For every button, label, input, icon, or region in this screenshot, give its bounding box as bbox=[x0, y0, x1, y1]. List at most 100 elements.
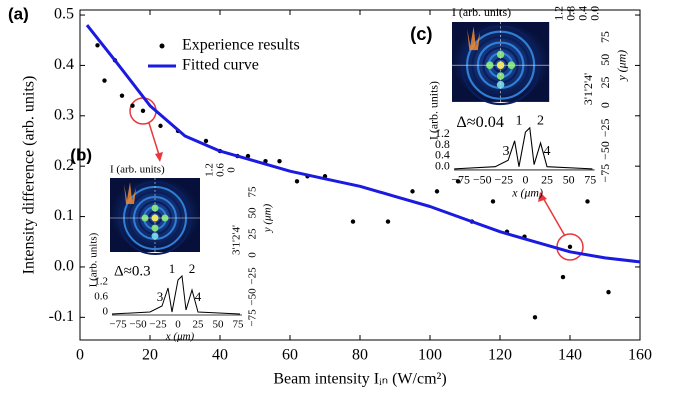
x-tick-label: 140 bbox=[558, 347, 582, 364]
x-axis-label: x (μm) bbox=[165, 331, 195, 343]
x-tick-label: −50 bbox=[129, 319, 147, 331]
delta-label: Δ≈0.04 bbox=[456, 113, 504, 131]
data-point bbox=[130, 104, 134, 108]
y-tick-label: −75 bbox=[598, 164, 612, 183]
intensity-label: I (arb. units) bbox=[110, 164, 165, 176]
data-point bbox=[386, 219, 390, 223]
x-tick-label: −50 bbox=[473, 172, 492, 186]
profile bbox=[454, 128, 592, 169]
x-tick-label: 75 bbox=[233, 319, 245, 331]
delta-label: Δ≈0.3 bbox=[114, 263, 151, 279]
y-tick-label: 0.0 bbox=[54, 258, 74, 275]
data-point bbox=[491, 199, 495, 203]
x-tick-label: 120 bbox=[488, 347, 512, 364]
data-point bbox=[95, 43, 99, 47]
x-tick-label: −75 bbox=[451, 172, 470, 186]
y-tick-label: 50 bbox=[247, 207, 259, 219]
y-tick-label: 75 bbox=[598, 31, 612, 43]
y-tick-label: 25 bbox=[598, 76, 612, 88]
y-axis-label: y (μm) bbox=[262, 203, 274, 233]
y-tick-label: -0.1 bbox=[49, 308, 74, 325]
peak-label: 2 bbox=[537, 113, 544, 129]
peak-label: 1 bbox=[515, 113, 522, 129]
profile bbox=[112, 276, 240, 314]
x-tick-label: 25 bbox=[541, 172, 553, 186]
data-point bbox=[410, 189, 414, 193]
inset-label: (c) bbox=[410, 23, 432, 44]
y-axis-label: y (μm) bbox=[614, 50, 628, 82]
data-point bbox=[585, 199, 589, 203]
arrow bbox=[149, 123, 160, 158]
x-tick-label: −25 bbox=[495, 172, 514, 186]
data-point bbox=[561, 275, 565, 279]
x-tick-label: −25 bbox=[149, 319, 167, 331]
data-point bbox=[141, 109, 145, 113]
x-tick-label: −75 bbox=[109, 319, 127, 331]
peak-label: 2 bbox=[189, 261, 196, 276]
figure: (a) Beam intensity Iᵢₙ (W/cm²) Intensity… bbox=[0, 0, 678, 394]
x-axis-label: Beam intensity Iᵢₙ (W/cm²) bbox=[273, 371, 446, 388]
x-tick-label: 25 bbox=[193, 319, 205, 331]
legend-label: Fitted curve bbox=[182, 57, 259, 74]
y-tick-label: 50 bbox=[598, 54, 612, 66]
x-tick-label: 80 bbox=[352, 347, 368, 364]
x-tick-label: 0 bbox=[175, 319, 181, 331]
y-tick-label: −25 bbox=[598, 118, 612, 137]
inset-label: (b) bbox=[70, 145, 92, 164]
primes: 3'1'2'4' bbox=[581, 73, 595, 105]
arrow bbox=[542, 196, 565, 236]
x-tick-label: 0 bbox=[76, 347, 84, 364]
y-tick-label: 0.1 bbox=[54, 207, 74, 224]
data-point bbox=[102, 78, 106, 82]
y-tick-label: −25 bbox=[247, 267, 259, 285]
data-point bbox=[158, 124, 162, 128]
data-point bbox=[295, 179, 299, 183]
x-tick-label: 50 bbox=[563, 172, 575, 186]
x-tick-label: 75 bbox=[584, 172, 596, 186]
data-point bbox=[606, 290, 610, 294]
x-tick-label: 60 bbox=[282, 347, 298, 364]
y-axis-label: Intensity difference (arb. units) bbox=[21, 76, 38, 275]
peak-label: 1 bbox=[169, 261, 176, 276]
intensity-tick: 0 bbox=[226, 167, 238, 173]
x-tick-label: 100 bbox=[418, 347, 442, 364]
data-point bbox=[277, 159, 281, 163]
data-point bbox=[456, 179, 460, 183]
intensity-tick: 0.0 bbox=[435, 158, 450, 172]
y-tick-label: 75 bbox=[247, 186, 259, 198]
y-tick-label: 0.3 bbox=[54, 106, 74, 123]
data-point bbox=[351, 219, 355, 223]
inset: (c)I (arb. units)1.20.80.40.0−75−50−2502… bbox=[410, 5, 628, 199]
x-tick-label: 160 bbox=[628, 347, 652, 364]
x-axis-label: x (μm) bbox=[511, 185, 543, 199]
data-point bbox=[204, 139, 208, 143]
primes: 3'1'2'4' bbox=[231, 225, 243, 255]
peak-label: 4 bbox=[544, 143, 551, 159]
peak-label: 4 bbox=[195, 289, 202, 304]
intensity-tick: 0 bbox=[103, 306, 109, 318]
x-tick-label: 50 bbox=[213, 319, 225, 331]
peak-label: 3 bbox=[502, 143, 509, 159]
y-tick-label: 0.5 bbox=[54, 6, 74, 23]
y-tick-label: 0.4 bbox=[54, 56, 74, 73]
legend-marker bbox=[160, 44, 165, 49]
data-point bbox=[435, 189, 439, 193]
data-point bbox=[533, 315, 537, 319]
x-tick-label: 0 bbox=[522, 172, 528, 186]
y-tick-label: −50 bbox=[247, 288, 259, 306]
x-tick-label: 40 bbox=[212, 347, 228, 364]
panel-label: (a) bbox=[8, 4, 29, 23]
intensity-tick: 0.0 bbox=[587, 6, 601, 21]
intensity-tick: 0.6 bbox=[94, 291, 108, 303]
y-tick-label: −75 bbox=[247, 309, 259, 327]
data-point bbox=[120, 93, 124, 97]
legend-label: Experience results bbox=[182, 37, 300, 54]
data-point bbox=[568, 245, 572, 249]
y-tick-label: 0 bbox=[598, 102, 612, 108]
intensity-label: I (arb. units) bbox=[452, 5, 511, 19]
arrowhead bbox=[155, 152, 163, 162]
y-tick-label: −50 bbox=[598, 141, 612, 160]
y-tick-label: 0 bbox=[247, 252, 259, 258]
y-tick-label: 25 bbox=[247, 228, 259, 240]
